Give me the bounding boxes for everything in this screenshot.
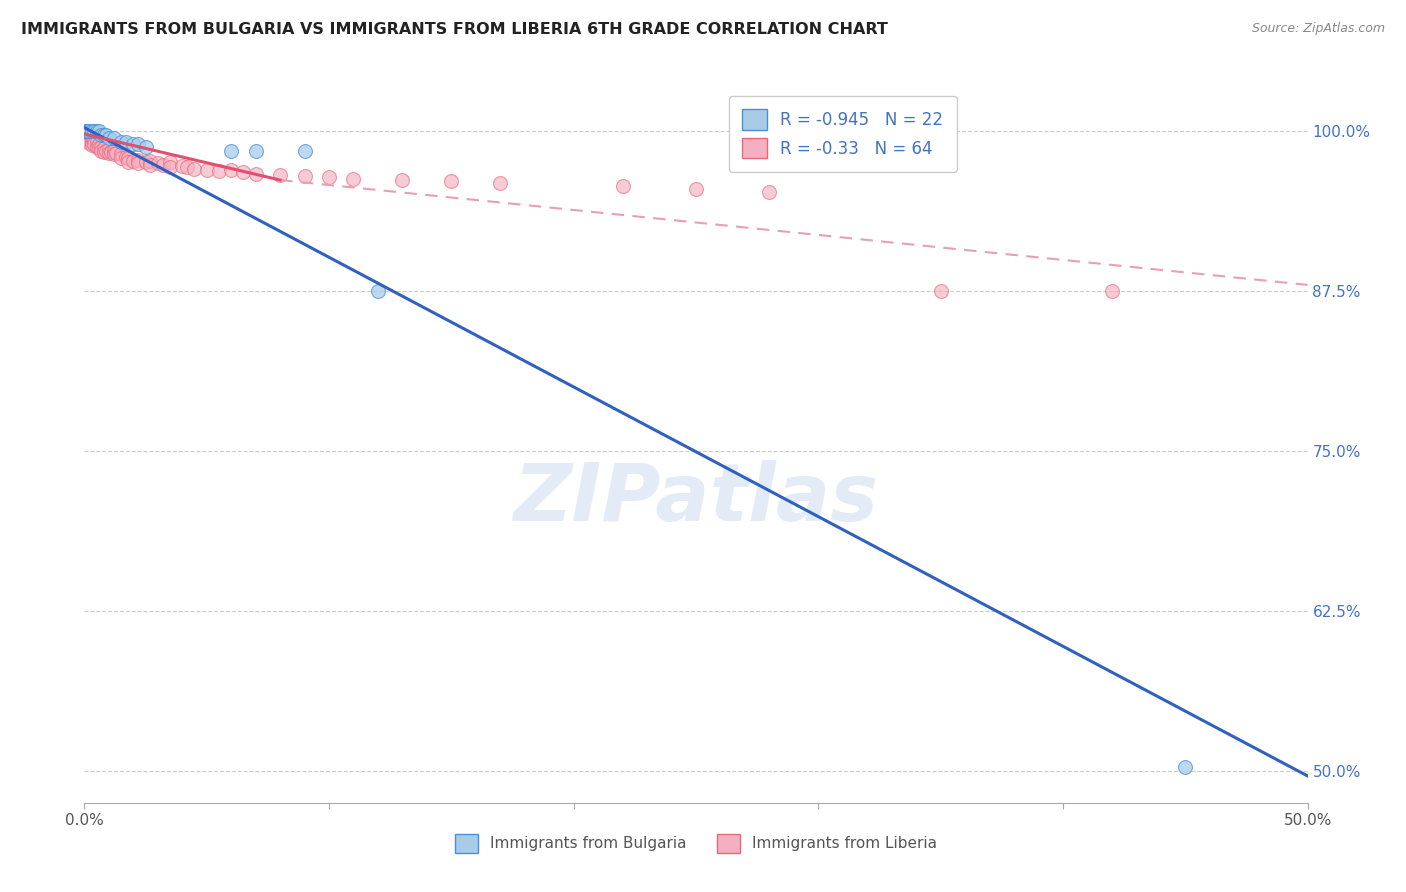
- Point: [86, 135, 108, 149]
- Point: [232, 165, 254, 179]
- Point: [612, 179, 634, 194]
- Point: [80, 124, 103, 138]
- Point: [139, 158, 162, 172]
- Point: [77, 136, 100, 150]
- Point: [117, 155, 139, 169]
- Point: [103, 131, 125, 145]
- Point: [122, 137, 145, 152]
- Point: [245, 167, 267, 181]
- Point: [110, 147, 132, 161]
- Point: [117, 151, 139, 165]
- Point: [440, 174, 463, 188]
- Point: [1101, 285, 1123, 299]
- Point: [80, 131, 103, 145]
- Point: [245, 144, 267, 158]
- Point: [90, 128, 112, 143]
- Point: [1174, 760, 1197, 774]
- Point: [73, 124, 96, 138]
- Point: [115, 150, 138, 164]
- Point: [110, 135, 132, 149]
- Point: [127, 153, 149, 167]
- Point: [97, 146, 120, 161]
- Point: [87, 124, 110, 138]
- Point: [176, 160, 198, 174]
- Point: [96, 144, 118, 158]
- Point: [269, 168, 291, 182]
- Point: [758, 185, 780, 199]
- Point: [685, 182, 707, 196]
- Point: [76, 127, 98, 141]
- Point: [159, 155, 181, 169]
- Point: [97, 131, 120, 145]
- Point: [73, 127, 96, 141]
- Point: [87, 137, 110, 152]
- Point: [489, 176, 512, 190]
- Point: [76, 133, 98, 147]
- Point: [342, 171, 364, 186]
- Point: [135, 140, 157, 154]
- Point: [77, 128, 100, 143]
- Point: [195, 162, 218, 177]
- Point: [122, 153, 145, 168]
- Point: [152, 158, 174, 172]
- Point: [146, 156, 169, 170]
- Point: [391, 173, 413, 187]
- Point: [183, 161, 205, 176]
- Point: [93, 145, 115, 159]
- Point: [159, 160, 181, 174]
- Point: [294, 144, 316, 158]
- Text: Source: ZipAtlas.com: Source: ZipAtlas.com: [1251, 22, 1385, 36]
- Point: [90, 140, 112, 154]
- Point: [127, 156, 149, 170]
- Point: [103, 144, 125, 158]
- Point: [139, 153, 162, 168]
- Point: [929, 285, 952, 299]
- Point: [73, 124, 96, 138]
- Point: [96, 128, 118, 143]
- Text: ZIPatlas: ZIPatlas: [513, 460, 879, 539]
- Point: [86, 124, 108, 138]
- Point: [93, 128, 115, 143]
- Point: [80, 138, 103, 153]
- Point: [87, 141, 110, 155]
- Point: [294, 169, 316, 184]
- Legend: Immigrants from Bulgaria, Immigrants from Liberia: Immigrants from Bulgaria, Immigrants fro…: [447, 826, 945, 860]
- Point: [83, 137, 105, 152]
- Point: [77, 133, 100, 147]
- Point: [367, 285, 389, 299]
- Point: [172, 159, 194, 173]
- Point: [105, 146, 128, 161]
- Point: [80, 135, 103, 149]
- Point: [90, 144, 112, 158]
- Point: [73, 129, 96, 144]
- Point: [93, 141, 115, 155]
- Point: [115, 135, 138, 149]
- Point: [208, 164, 231, 178]
- Point: [83, 124, 105, 138]
- Point: [127, 137, 149, 152]
- Point: [219, 162, 242, 177]
- Point: [83, 133, 105, 147]
- Point: [77, 124, 100, 138]
- Point: [76, 131, 98, 145]
- Point: [103, 147, 125, 161]
- Point: [86, 140, 108, 154]
- Text: IMMIGRANTS FROM BULGARIA VS IMMIGRANTS FROM LIBERIA 6TH GRADE CORRELATION CHART: IMMIGRANTS FROM BULGARIA VS IMMIGRANTS F…: [21, 22, 889, 37]
- Point: [110, 151, 132, 165]
- Point: [219, 144, 242, 158]
- Point: [318, 170, 340, 185]
- Point: [76, 124, 98, 138]
- Point: [97, 142, 120, 156]
- Point: [100, 145, 122, 159]
- Point: [135, 155, 157, 169]
